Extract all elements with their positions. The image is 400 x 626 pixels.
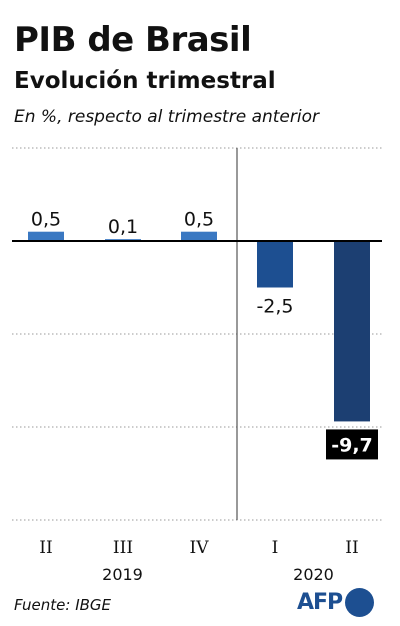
bar (334, 241, 370, 422)
afp-logo: AFP (297, 588, 375, 617)
x-tick-label: I (272, 538, 279, 558)
chart-subtitle: Evolución trimestral (14, 68, 276, 94)
unit-note: En %, respecto al trimestre anterior (14, 107, 319, 127)
chart-title: PIB de Brasil (14, 20, 252, 60)
year-label: 2020 (293, 565, 334, 584)
bar (28, 231, 64, 241)
x-tick-label: II (39, 538, 52, 558)
value-label: 0,5 (31, 209, 61, 231)
x-tick-label: II (345, 538, 358, 558)
x-tick-label: IV (190, 538, 210, 558)
year-label: 2019 (102, 565, 143, 584)
bar (181, 231, 217, 241)
afp-logo-dot-icon (345, 588, 375, 617)
value-label: 0,5 (184, 209, 214, 231)
value-label: -2,5 (256, 296, 293, 318)
value-label: -9,7 (331, 434, 373, 456)
value-label-box (326, 429, 378, 460)
source-note: Fuente: IBGE (14, 596, 112, 614)
bar (257, 241, 293, 288)
value-label: 0,1 (108, 216, 138, 238)
afp-logo-text: AFP (297, 590, 343, 615)
x-tick-label: III (113, 538, 133, 558)
